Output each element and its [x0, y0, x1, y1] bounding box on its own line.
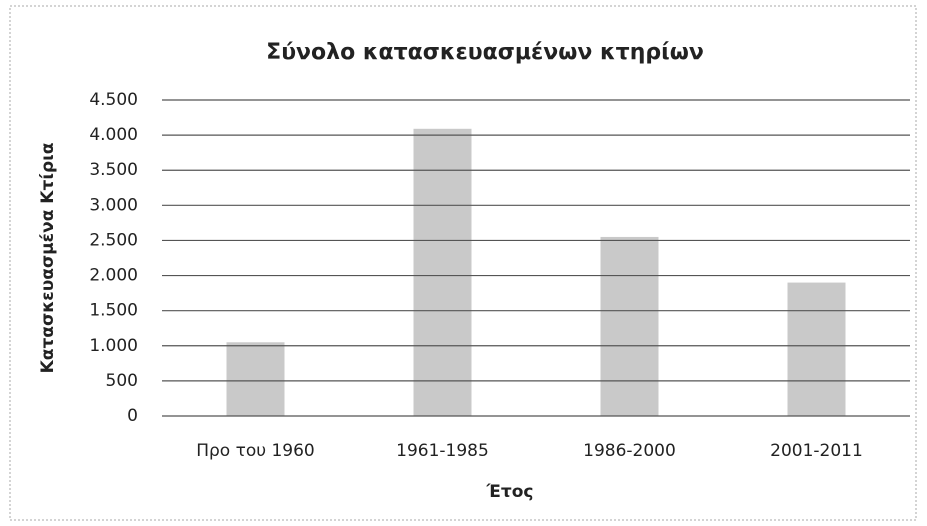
- y-tick-label: 4.500: [89, 90, 138, 110]
- x-tick-label: 2001-2011: [770, 441, 863, 461]
- bar: [787, 282, 846, 416]
- bar: [600, 236, 659, 416]
- y-tick-label: 1.500: [89, 301, 138, 321]
- x-tick-label: 1986-2000: [583, 441, 676, 461]
- bar: [413, 128, 472, 416]
- x-tick-label: 1961-1985: [396, 441, 489, 461]
- y-axis-label: Κατασκευασμένα Κτίρια: [38, 143, 58, 374]
- y-tick-label: 2.500: [89, 230, 138, 250]
- bar: [226, 342, 285, 416]
- y-tick-label: 0: [127, 406, 138, 426]
- x-tick-label: Προ του 1960: [196, 441, 315, 461]
- y-tick-label: 2.000: [89, 266, 138, 286]
- y-tick-label: 1.000: [89, 336, 138, 356]
- y-tick-label: 3.500: [89, 160, 138, 180]
- x-axis-label: Έτος: [486, 482, 534, 502]
- y-tick-label: 500: [106, 371, 138, 391]
- chart-title: Σύνολο κατασκευασμένων κτηρίων: [266, 40, 704, 65]
- y-tick-label: 3.000: [89, 195, 138, 215]
- y-tick-label: 4.000: [89, 125, 138, 145]
